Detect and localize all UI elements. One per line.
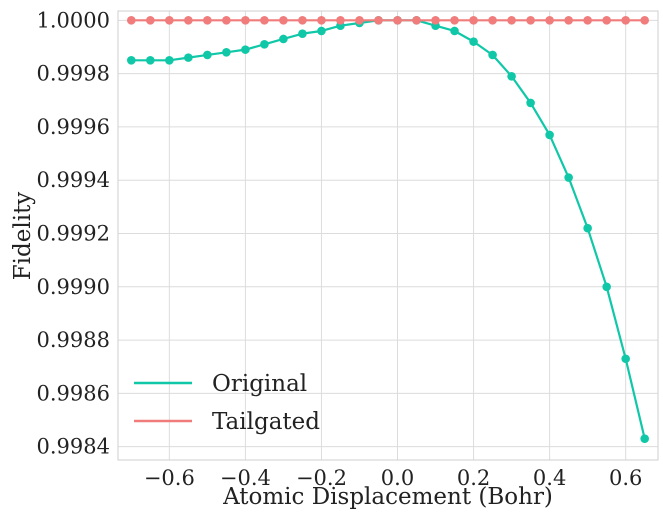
x-tick-label: −0.6 xyxy=(144,466,195,490)
series-layer xyxy=(127,16,649,443)
x-tick-label: 0.2 xyxy=(457,466,490,490)
y-tick-label: 0.9994 xyxy=(37,168,110,192)
legend-label-original: Original xyxy=(212,371,307,397)
data-point-original xyxy=(127,55,136,65)
data-point-original xyxy=(241,45,250,54)
data-point-original xyxy=(469,37,478,46)
x-tick-label: −0.4 xyxy=(220,466,271,490)
data-point-tailgated xyxy=(336,16,345,25)
data-point-original xyxy=(317,26,326,36)
data-point-original xyxy=(146,55,155,65)
data-point-tailgated xyxy=(507,16,516,25)
data-point-tailgated xyxy=(450,16,459,25)
data-point-original xyxy=(222,48,231,57)
data-point-tailgated xyxy=(621,16,630,25)
data-point-tailgated xyxy=(222,16,231,25)
data-point-tailgated xyxy=(545,16,554,25)
data-point-tailgated xyxy=(469,16,478,25)
plot-frame xyxy=(117,10,659,461)
data-point-tailgated xyxy=(431,16,440,25)
y-tick-label: 0.9986 xyxy=(37,381,110,405)
data-point-original xyxy=(279,34,288,44)
grid xyxy=(118,11,658,460)
y-tick-label: 0.9992 xyxy=(37,222,110,246)
x-tick-label: −0.2 xyxy=(296,466,347,490)
data-point-tailgated xyxy=(241,16,250,25)
data-point-tailgated xyxy=(393,16,402,25)
data-point-tailgated xyxy=(298,16,307,25)
data-point-original xyxy=(488,50,497,60)
data-point-original xyxy=(602,282,611,292)
data-point-tailgated xyxy=(165,16,174,25)
x-tick-label: 0.6 xyxy=(609,466,642,490)
data-point-original xyxy=(165,55,174,65)
data-point-original xyxy=(583,223,592,233)
y-axis-label: Fidelity xyxy=(10,192,36,281)
y-tick-label: 0.9990 xyxy=(37,275,110,299)
data-point-tailgated xyxy=(146,16,155,25)
data-point-original xyxy=(545,130,554,140)
data-point-original xyxy=(260,40,269,49)
data-point-original xyxy=(526,98,535,108)
data-point-tailgated xyxy=(583,16,592,25)
data-point-tailgated xyxy=(374,16,383,25)
data-point-tailgated xyxy=(203,16,212,25)
data-point-tailgated xyxy=(260,16,269,25)
data-point-original xyxy=(450,26,459,36)
legend: Original Tailgated xyxy=(134,371,320,435)
data-point-original xyxy=(184,53,193,62)
data-point-tailgated xyxy=(488,16,497,25)
data-point-tailgated xyxy=(564,16,573,25)
data-point-tailgated xyxy=(412,16,421,25)
y-tick-label: 1.0000 xyxy=(37,8,110,32)
data-point-tailgated xyxy=(640,16,649,25)
tick-labels: −0.6 −0.4 −0.2 0.0 0.2 0.4 0.6 0.9984 0.9986 0.99… xyxy=(37,8,643,490)
x-tick-label: 0.0 xyxy=(381,466,414,490)
data-point-tailgated xyxy=(279,16,288,25)
data-point-original xyxy=(640,434,649,443)
data-point-tailgated xyxy=(127,16,136,25)
data-point-original xyxy=(298,29,307,38)
y-tick-label: 0.9998 xyxy=(37,62,110,86)
data-point-original xyxy=(507,71,516,81)
x-tick-label: 0.4 xyxy=(533,466,566,490)
y-tick-label: 0.9984 xyxy=(37,435,110,459)
x-axis-label: Atomic Displacement (Bohr) xyxy=(222,484,553,510)
legend-label-tailgated: Tailgated xyxy=(212,409,320,435)
data-point-original xyxy=(564,173,573,182)
data-point-original xyxy=(621,354,630,364)
data-point-tailgated xyxy=(317,16,326,25)
data-point-tailgated xyxy=(355,16,364,25)
data-point-original xyxy=(203,50,212,60)
y-tick-label: 0.9996 xyxy=(37,115,110,139)
data-point-tailgated xyxy=(526,16,535,25)
y-tick-label: 0.9988 xyxy=(37,328,110,352)
data-point-tailgated xyxy=(184,16,193,25)
series-line-original xyxy=(131,19,646,439)
data-point-tailgated xyxy=(602,16,611,25)
